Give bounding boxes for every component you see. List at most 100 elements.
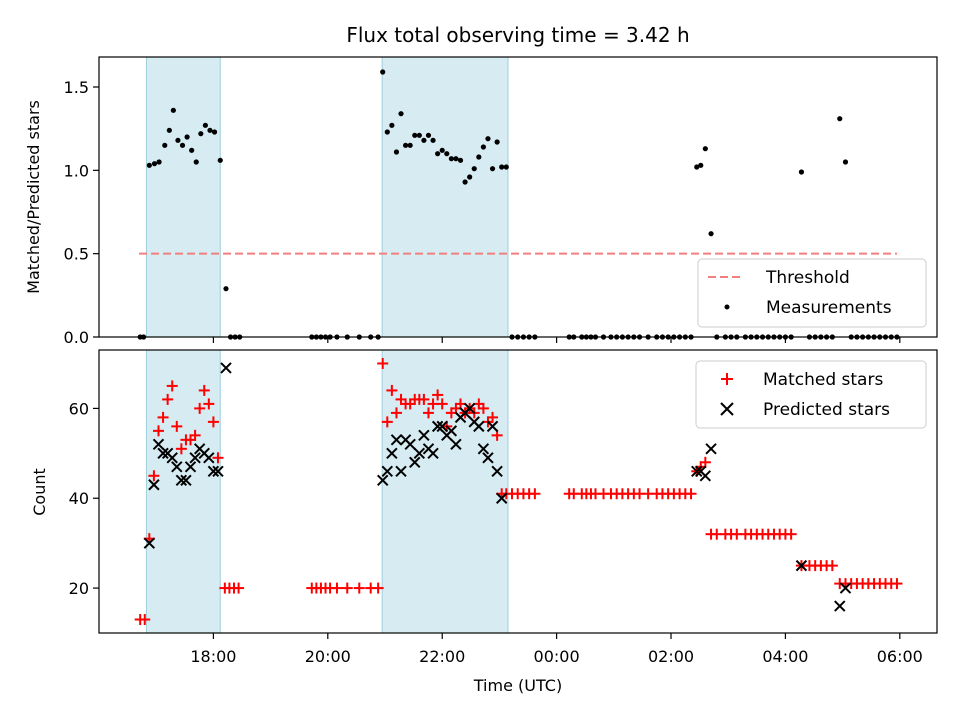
count-legend: Matched stars Predicted stars xyxy=(695,360,927,429)
measurement-point xyxy=(462,179,468,185)
measurement-point xyxy=(407,142,413,148)
y-tick-label: 1.5 xyxy=(64,78,89,97)
count-axis-ticks: 20 40 60 18:00 20:00 22:00 00:00 02:00 04:00 06:0… xyxy=(69,399,923,666)
matched-star-point xyxy=(390,407,402,419)
shaded-interval xyxy=(381,349,509,634)
predicted-star-point xyxy=(143,537,156,549)
measurement-point xyxy=(175,137,181,143)
predicted-star-point xyxy=(699,470,712,482)
measurement-point xyxy=(412,132,418,138)
measurement-point xyxy=(425,132,432,138)
legend-matched-swatch xyxy=(721,373,733,385)
measurement-point xyxy=(448,156,454,162)
ratio-panel: 0.0 0.5 1.0 1.5 Flux total observing time =… xyxy=(24,23,938,347)
measurement-point xyxy=(207,127,213,133)
measurement-point xyxy=(380,69,386,75)
matched-star-point xyxy=(487,411,499,423)
predicted-star-point xyxy=(171,461,183,473)
ratio-axis-ticks: 0.0 0.5 1.0 1.5 xyxy=(64,78,901,347)
predicted-star-point xyxy=(482,452,494,464)
shaded-interval xyxy=(145,56,221,338)
count-panel-frame xyxy=(98,349,938,634)
measurement-point xyxy=(471,166,477,172)
predicted-star-point xyxy=(427,447,439,460)
x-tick-label: 22:00 xyxy=(419,647,465,666)
x-tick-label: 00:00 xyxy=(534,647,580,666)
matched-star-point xyxy=(189,429,201,441)
predicted-star-point xyxy=(477,443,490,455)
predicted-star-point xyxy=(431,420,444,433)
matched-star-point xyxy=(198,384,210,396)
shaded-interval xyxy=(381,56,509,338)
matched-star-point xyxy=(148,470,160,482)
matched-star-point xyxy=(331,582,343,594)
measurement-point xyxy=(402,142,409,148)
measurement-point xyxy=(798,169,805,175)
predicted-star-point xyxy=(705,443,717,455)
legend-matched-label: Matched stars xyxy=(763,370,883,390)
measurement-point xyxy=(184,134,190,140)
measurement-point xyxy=(494,139,500,145)
matched-star-point xyxy=(203,398,215,410)
predicted-star-point xyxy=(495,492,508,504)
observing-window-shading xyxy=(145,349,509,634)
y-tick-label: 1.0 xyxy=(64,161,89,180)
predicted-star-point xyxy=(445,425,458,437)
x-tick-label: 06:00 xyxy=(877,647,923,666)
predicted-star-point xyxy=(152,438,165,451)
predicted-star-point xyxy=(413,447,426,460)
matched-star-point xyxy=(422,407,434,419)
predicted-star-point xyxy=(436,420,448,433)
measurement-point xyxy=(156,159,162,165)
x-tick-label: 18:00 xyxy=(190,647,236,666)
ratio-y-axis-label: Matched/Predicted stars xyxy=(24,100,43,294)
predicted-star-point xyxy=(834,600,846,612)
predicted-star-point xyxy=(463,402,476,415)
measurement-point xyxy=(435,151,441,157)
measurement-point xyxy=(217,157,223,163)
matched-star-point xyxy=(372,582,384,594)
measurement-point xyxy=(842,159,849,165)
predicted-star-point xyxy=(189,452,201,464)
measurement-point xyxy=(457,157,464,163)
measurement-point xyxy=(702,146,708,152)
matched-star-point xyxy=(386,384,398,396)
measurement-point xyxy=(416,132,422,138)
count-legend-box xyxy=(695,360,927,429)
measurement-point xyxy=(384,129,390,135)
matched-star-point xyxy=(207,416,219,428)
measurement-point xyxy=(708,231,714,237)
predicted-star-point xyxy=(377,474,389,486)
matched-star-point xyxy=(341,582,353,594)
measurement-point xyxy=(694,164,700,170)
matched-star-point xyxy=(175,443,187,455)
measurement-point xyxy=(421,137,427,143)
matched-star-point xyxy=(152,425,164,437)
legend-measurements-swatch xyxy=(724,304,730,310)
measurement-point xyxy=(480,144,486,150)
measurement-point xyxy=(223,286,229,292)
predicted-star-point xyxy=(207,465,220,477)
measurement-point xyxy=(444,151,450,157)
y-tick-label: 0.0 xyxy=(64,328,89,347)
measurement-point xyxy=(439,147,445,153)
predicted-star-point xyxy=(395,465,407,477)
measurement-point xyxy=(202,122,208,128)
matched-star-point xyxy=(436,398,448,410)
matched-star-point xyxy=(166,380,178,392)
measurement-point xyxy=(489,166,496,172)
predicted-star-point xyxy=(148,479,160,491)
predicted-star-point xyxy=(486,420,499,433)
predicted-star-point xyxy=(418,429,430,442)
predicted-star-point xyxy=(839,582,852,594)
measurement-point xyxy=(162,142,168,148)
matched-star-point xyxy=(826,560,838,572)
chart-title: Flux total observing time = 3.42 h xyxy=(346,23,689,47)
legend-threshold-label: Threshold xyxy=(765,268,850,288)
predicted-star-point xyxy=(450,438,462,451)
predicted-star-point xyxy=(175,474,188,486)
measurement-point xyxy=(393,149,400,155)
predicted-star-point xyxy=(184,461,197,473)
y-tick-label: 40 xyxy=(69,489,89,508)
